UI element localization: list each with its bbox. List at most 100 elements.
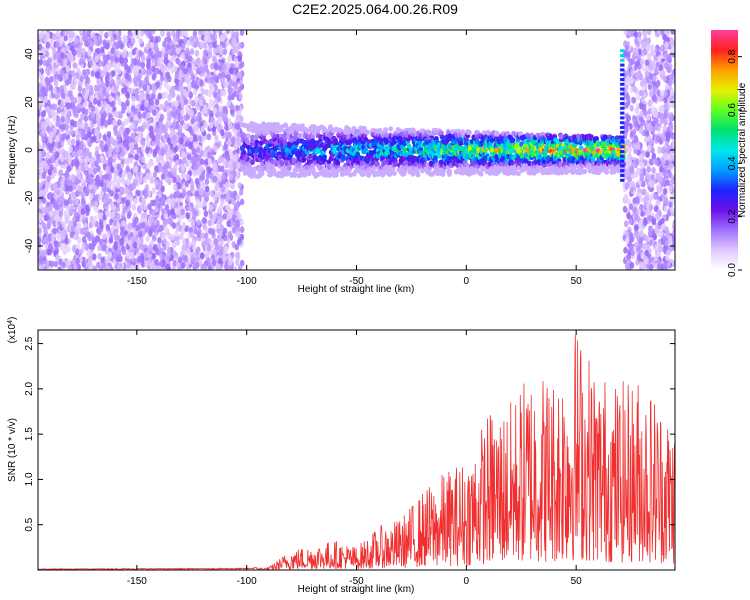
spectrogram-cell [121, 76, 126, 84]
spectrogram-cell [212, 248, 217, 256]
spectrogram-cell [642, 243, 647, 250]
spectrogram-cell [224, 263, 229, 270]
spectrogram-cell [81, 236, 87, 243]
spectrogram-cell [664, 205, 669, 213]
spectrogram-cell [633, 224, 639, 232]
spectrogram-cell [628, 62, 633, 70]
spectrogram-cell [634, 158, 640, 166]
spectrogram-cell [69, 45, 75, 52]
spectrogram-cell [221, 41, 227, 49]
spectrogram-cell [194, 177, 200, 185]
spectrogram-cell [48, 136, 53, 144]
spectrogram-cell [642, 188, 647, 196]
spectrogram-cell [634, 213, 639, 221]
spectrogram-cell [92, 97, 98, 105]
spectrogram-cell [158, 121, 163, 129]
spectrogram-cell [181, 261, 186, 269]
spectrogram-cell [189, 184, 195, 192]
spectrogram-cell [187, 205, 193, 212]
spectrogram-cell [133, 119, 138, 127]
spectrogram-cell [651, 62, 657, 70]
spectrogram-cell [53, 260, 59, 268]
spectrogram-cell [203, 210, 209, 218]
spectrogram-cell [102, 232, 107, 240]
spectrogram-cell [235, 123, 241, 131]
spectrogram-cell [224, 68, 229, 76]
spectrogram-cell [52, 182, 58, 190]
spectrogram-cell [143, 192, 149, 200]
spectrogram-cell [172, 176, 177, 184]
spectrogram-cell [45, 214, 50, 222]
spectrogram-cell [109, 100, 114, 108]
spectrogram-cell [93, 194, 99, 201]
spectrogram-cell [90, 70, 95, 77]
spectrogram-cell [134, 153, 139, 161]
spectrogram-cell [48, 84, 53, 91]
spectrogram-cell [61, 261, 66, 269]
spectrogram-cell [136, 170, 142, 177]
spectrogram-cell [239, 198, 245, 206]
spectrogram-cell [117, 30, 122, 37]
spectrogram-cell [163, 91, 168, 99]
spectrogram-cell [652, 94, 658, 102]
spectrogram-cell [667, 79, 672, 87]
spectrogram-cell [239, 189, 244, 196]
spectrogram-cell [666, 53, 671, 61]
spectrogram-cell [112, 119, 117, 126]
spectrogram-cell [628, 203, 634, 211]
spectrogram-cell [152, 109, 157, 116]
spectrogram-cell [232, 75, 237, 83]
spectrogram-cell [175, 108, 180, 116]
spectrogram-cell [129, 251, 135, 259]
spectrogram-cell [209, 213, 214, 220]
spectrogram-cell [668, 185, 673, 193]
spectrogram-cell [56, 189, 61, 196]
spectrogram-cell [77, 185, 82, 192]
spectrogram-cell [153, 148, 158, 156]
spectrogram-cell [175, 47, 180, 55]
spectrogram-cell [205, 172, 211, 179]
spectrogram-cell [137, 111, 142, 119]
spectrogram-cell [164, 204, 170, 211]
spectrogram-cell [131, 221, 136, 229]
spectrogram-cell [167, 94, 172, 102]
spectrogram-cell [125, 99, 130, 107]
spectrogram-cell [651, 152, 656, 160]
spectrogram-cell [133, 114, 139, 121]
spectrogram-cell [109, 145, 114, 153]
spectrogram-cell [235, 220, 240, 228]
spectrogram-cell [149, 42, 155, 49]
spectrogram-cell [636, 168, 641, 176]
spectrogram-cell [170, 233, 175, 241]
spectrogram-cell [206, 244, 212, 252]
spectrogram-cell [38, 191, 41, 199]
spectrogram-cell [640, 252, 645, 260]
spectrogram-cell [52, 166, 57, 174]
spectrogram-cell [96, 116, 101, 123]
spectrogram-cell [126, 106, 132, 114]
spectrogram-cell [128, 239, 133, 247]
spectrogram-cell [279, 160, 285, 166]
spectrogram-cell [80, 197, 86, 205]
spectrogram-cell [623, 40, 628, 48]
spectrogram-cell [144, 100, 149, 108]
spectrogram-cell [80, 165, 86, 173]
spectrogram-cell [172, 134, 177, 142]
spectrogram-cell [100, 46, 105, 54]
spectrogram-cell [218, 249, 224, 257]
spectrogram-cell [160, 30, 165, 36]
spectrogram-cell [96, 47, 101, 55]
spectrogram-cell [127, 222, 133, 230]
spectrogram-cell [167, 171, 172, 179]
spectrogram-cell [123, 57, 128, 64]
spectrogram-cell [46, 175, 52, 183]
spectrogram-cell [94, 235, 100, 243]
spectrogram-cell [148, 230, 153, 237]
spectrogram-cell [94, 206, 99, 213]
spectrogram-cell [45, 117, 50, 125]
spectrogram-cell [151, 210, 156, 218]
spectrogram-cell [226, 220, 231, 228]
spectrogram-cell [61, 221, 66, 229]
spectrogram-cell [235, 114, 240, 122]
spectrogram-cell [157, 237, 162, 244]
